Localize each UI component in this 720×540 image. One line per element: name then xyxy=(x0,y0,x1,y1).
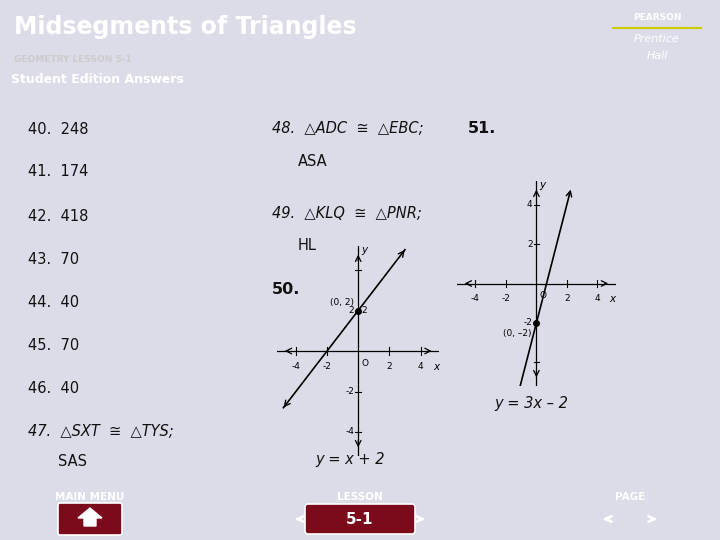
Polygon shape xyxy=(78,508,102,526)
Text: PEARSON: PEARSON xyxy=(633,13,681,22)
Text: -2: -2 xyxy=(502,294,510,303)
Text: HL: HL xyxy=(298,238,317,253)
Text: 4: 4 xyxy=(527,200,533,209)
Text: 2: 2 xyxy=(564,294,570,303)
Text: x: x xyxy=(610,294,616,305)
Text: 47.  △SXT  ≅  △TYS;: 47. △SXT ≅ △TYS; xyxy=(28,424,174,440)
Text: -2: -2 xyxy=(523,319,533,327)
Text: 2: 2 xyxy=(361,306,367,315)
Text: 45.  70: 45. 70 xyxy=(28,338,79,353)
Text: O: O xyxy=(539,292,546,300)
Text: GEOMETRY LESSON 5-1: GEOMETRY LESSON 5-1 xyxy=(14,55,132,64)
Text: 48.  △ADC  ≅  △EBC;: 48. △ADC ≅ △EBC; xyxy=(272,122,423,136)
Text: -2: -2 xyxy=(346,387,354,396)
Text: y: y xyxy=(361,245,367,255)
Text: 4: 4 xyxy=(418,362,423,371)
Text: (0, 2): (0, 2) xyxy=(330,299,354,307)
Text: 40.  248: 40. 248 xyxy=(28,123,89,137)
Text: 2: 2 xyxy=(348,306,354,315)
Text: Hall: Hall xyxy=(647,51,667,61)
Text: 51.: 51. xyxy=(468,122,496,136)
Text: 46.  40: 46. 40 xyxy=(28,381,79,396)
Text: 5-1: 5-1 xyxy=(346,511,374,526)
FancyBboxPatch shape xyxy=(305,504,415,534)
Text: (0, –2): (0, –2) xyxy=(503,329,532,338)
Text: Midsegments of Triangles: Midsegments of Triangles xyxy=(14,16,357,39)
Text: y = x + 2: y = x + 2 xyxy=(315,453,384,468)
Text: Student Edition Answers: Student Edition Answers xyxy=(11,73,184,86)
Text: 41.  174: 41. 174 xyxy=(28,165,89,179)
FancyBboxPatch shape xyxy=(58,503,122,535)
Text: PAGE: PAGE xyxy=(615,492,645,502)
Text: x: x xyxy=(433,362,439,372)
Text: Prentice: Prentice xyxy=(634,34,680,44)
Text: 2: 2 xyxy=(527,240,533,248)
Text: 49.  △KLQ  ≅  △PNR;: 49. △KLQ ≅ △PNR; xyxy=(272,206,422,221)
Text: MAIN MENU: MAIN MENU xyxy=(55,492,125,502)
Text: y = 3x – 2: y = 3x – 2 xyxy=(494,396,568,411)
Text: -4: -4 xyxy=(471,294,480,303)
Text: O: O xyxy=(361,359,368,368)
Text: 43.  70: 43. 70 xyxy=(28,252,79,267)
Text: LESSON: LESSON xyxy=(337,492,383,502)
Text: ASA: ASA xyxy=(298,154,328,170)
Text: 2: 2 xyxy=(387,362,392,371)
Text: 4: 4 xyxy=(595,294,600,303)
Text: 44.  40: 44. 40 xyxy=(28,295,79,310)
Text: 50.: 50. xyxy=(272,282,300,297)
Text: y: y xyxy=(539,180,546,190)
Text: 42.  418: 42. 418 xyxy=(28,208,89,224)
Text: SAS: SAS xyxy=(58,455,87,469)
Text: -4: -4 xyxy=(346,428,354,436)
Text: -4: -4 xyxy=(292,362,300,371)
Text: -2: -2 xyxy=(323,362,331,371)
